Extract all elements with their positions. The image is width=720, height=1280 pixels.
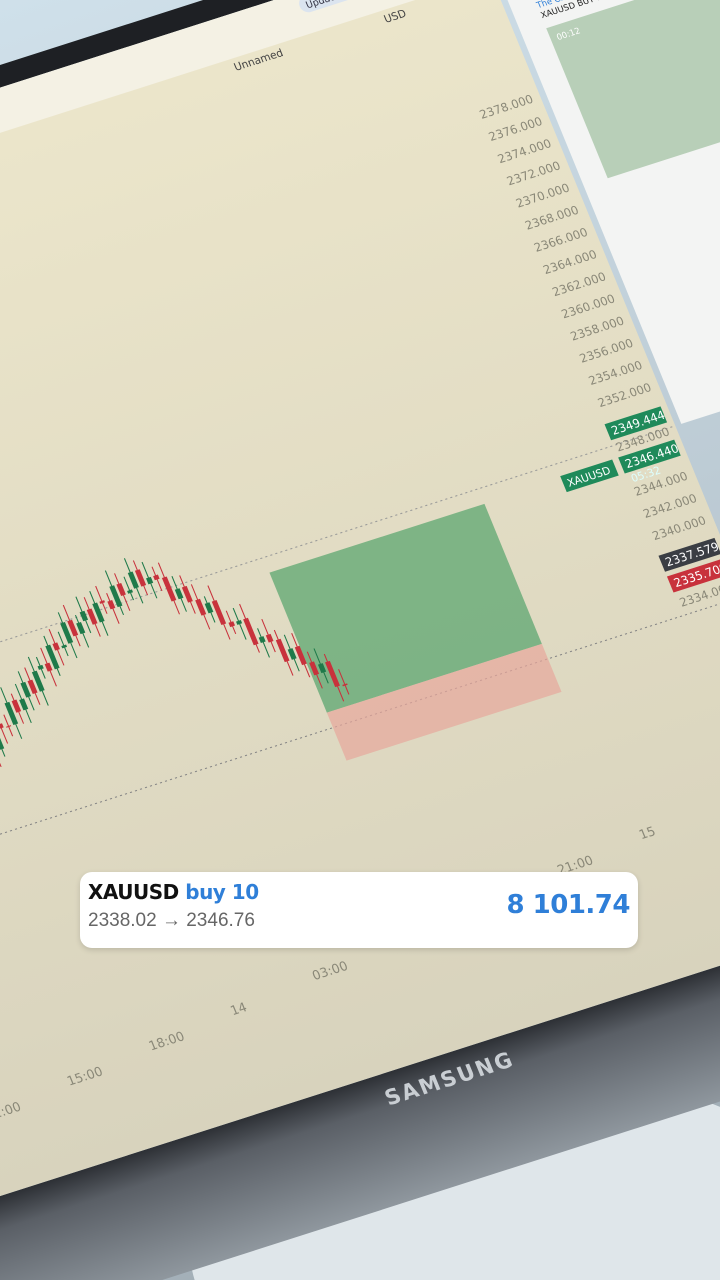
candle-body (45, 644, 60, 670)
profit-zone (269, 503, 542, 713)
candle-wick (123, 576, 135, 601)
candle-body (107, 600, 116, 610)
candle-body (99, 600, 106, 604)
candle-body (236, 620, 243, 625)
dotted-line (0, 595, 720, 942)
symbol: XAUUSD (88, 880, 179, 904)
candle-body (134, 569, 147, 587)
candle-body (153, 574, 160, 581)
candle-body (275, 638, 290, 663)
browser-toolbar (0, 0, 511, 322)
video-thumb (546, 0, 720, 179)
candle-body (109, 585, 123, 608)
bottom-bezel (0, 781, 720, 1280)
candle-wick (338, 669, 350, 695)
candle-body (265, 633, 274, 643)
candle-body (6, 725, 12, 728)
candle-body (92, 602, 105, 623)
candle-body (76, 621, 86, 635)
loss-zone (326, 643, 562, 761)
candle-body (0, 723, 4, 729)
candle-body (243, 617, 259, 646)
top-bezel (0, 0, 720, 282)
candle-body (317, 663, 327, 674)
candle-body (60, 622, 74, 644)
candle-body (11, 699, 22, 713)
currency: USD (382, 7, 408, 26)
candle-wick (95, 585, 108, 614)
dotted-line (0, 425, 676, 772)
candle-body (61, 644, 68, 649)
candle-body (181, 585, 193, 603)
symbol-tag (560, 459, 619, 493)
candle-body (258, 636, 266, 644)
candle-body (4, 701, 19, 726)
side: buy 10 (185, 880, 259, 904)
trade-card: XAUUSD buy 10 2338.02 → 2346.76 8 101.74 (80, 872, 638, 948)
candle-body (211, 600, 227, 626)
candle-body (146, 576, 154, 585)
candle-body (325, 660, 340, 688)
price-tag (604, 406, 668, 441)
candle-body (67, 619, 79, 637)
candle-body (44, 662, 53, 672)
candle-body (79, 610, 89, 622)
candle-body (174, 588, 184, 600)
candle-body (287, 648, 297, 660)
candle-body (204, 602, 214, 614)
candle-body (27, 679, 38, 694)
candle-body (195, 598, 207, 616)
candle-body (52, 642, 60, 651)
candle-body (228, 621, 236, 628)
candle-body (161, 576, 177, 602)
candle-body (19, 698, 29, 711)
time-label: 14 (228, 1000, 249, 1019)
time-label: 15 (637, 824, 658, 843)
price-tag (618, 439, 681, 474)
candle-body (86, 608, 98, 625)
candle-body (116, 582, 126, 597)
candle-body (31, 670, 45, 692)
candle-body (37, 664, 44, 670)
prices: 2338.02 → 2346.76 (88, 910, 255, 931)
candle-body (294, 645, 307, 666)
candle-body (127, 589, 134, 594)
candle-body (20, 681, 32, 698)
profit: 8 101.74 (506, 890, 631, 920)
price-tag (666, 558, 720, 593)
candle-wick (257, 628, 270, 658)
trade-symbol-line: XAUUSD buy 10 (88, 880, 259, 904)
candle-body (342, 683, 348, 687)
candle-body (0, 725, 5, 750)
candle-body (127, 571, 139, 589)
price-tag (658, 537, 720, 572)
candle-wick (57, 631, 69, 657)
candle-wick (3, 714, 14, 737)
candle-body (309, 661, 320, 676)
update-button[interactable] (296, 0, 383, 14)
